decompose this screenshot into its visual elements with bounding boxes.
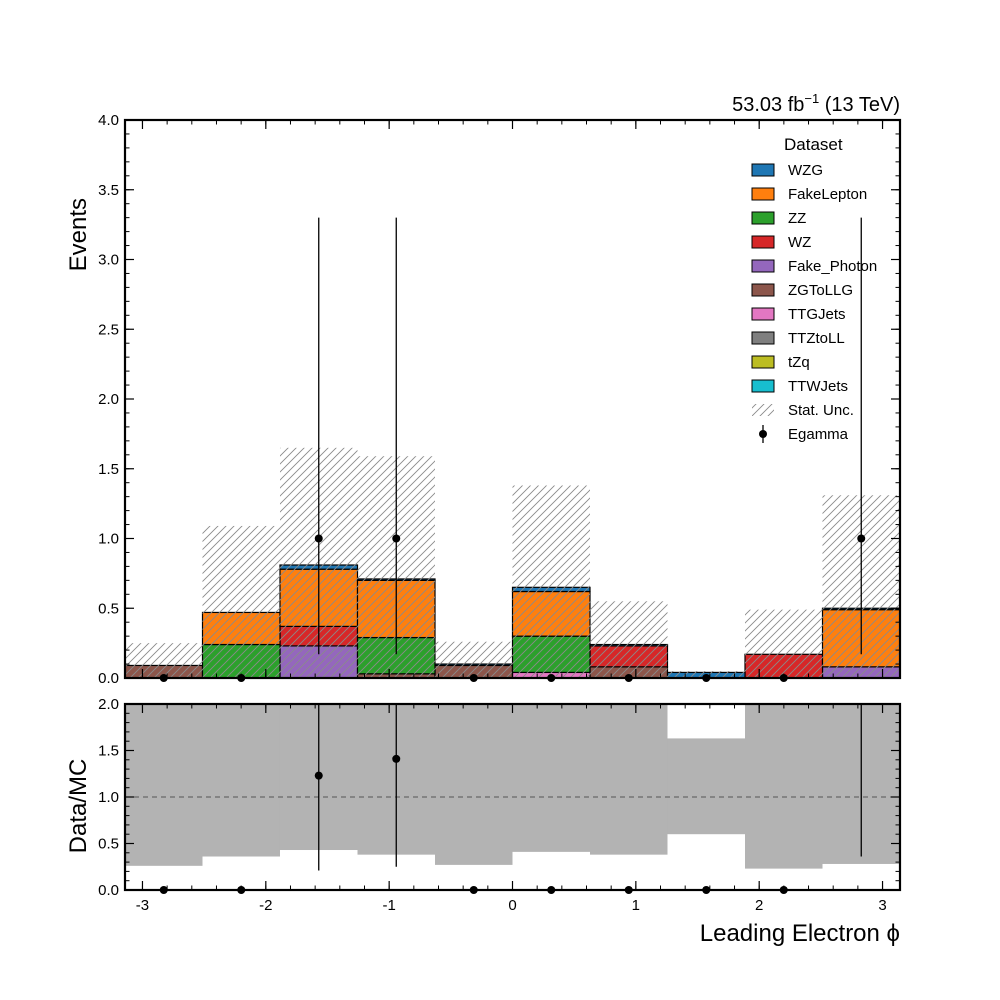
ratio-y-tick-label: 2.0: [98, 696, 119, 713]
y-axis-title-ratio: Data/MC: [65, 759, 92, 854]
legend-swatch-ttwjets: [751, 379, 775, 393]
ratio-unc-band-bin-4: [435, 704, 513, 865]
x-tick-label: 1: [632, 897, 640, 914]
legend-swatch-fake-photon: [751, 259, 775, 273]
data-point-bin-3: [392, 534, 401, 543]
data-point-bin-9: [857, 534, 866, 543]
legend-label-ttztoll: TTZtoLL: [788, 330, 845, 347]
legend-label-zz: ZZ: [788, 210, 806, 227]
legend-label-egamma: Egamma: [788, 426, 849, 443]
ratio-y-tick-label: 1.5: [98, 743, 119, 760]
legend-label-fake-photon: Fake_Photon: [788, 258, 877, 275]
legend-swatch-wz: [751, 235, 775, 249]
legend-label-zgtollg: ZGToLLG: [788, 282, 853, 299]
main-y-tick-label: 3.5: [98, 182, 119, 199]
legend-swatch-zgtollg: [751, 283, 775, 297]
ratio-unc-band-bin-7: [667, 738, 746, 835]
legend-label-ttgjets: TTGJets: [788, 306, 846, 323]
x-tick-label: 0: [508, 897, 516, 914]
main-y-tick-label: 2.5: [98, 321, 119, 338]
data-point-bin-2: [314, 534, 323, 543]
legend-swatch-stat-unc: [752, 404, 774, 416]
stat-unc-band-bin-0: [125, 643, 203, 678]
legend-label-tzq: tZq: [788, 354, 810, 371]
ratio-y-tick-label: 1.0: [98, 789, 119, 806]
ratio-unc-band-bin-0: [125, 704, 203, 866]
legend-label-wzg: WZG: [788, 162, 823, 179]
x-tick-label: -3: [136, 897, 149, 914]
stat-unc-band-bin-4: [435, 641, 513, 678]
main-y-tick-label: 0.5: [98, 600, 119, 617]
x-axis-title: Leading Electron ϕ: [700, 920, 900, 947]
stat-unc-band-bin-5: [512, 485, 590, 678]
legend-swatch-fakelepton: [751, 187, 775, 201]
legend-swatch-zz: [751, 211, 775, 225]
luminosity-label: 53.03 fb−1 (13 TeV): [732, 91, 900, 116]
ratio-y-tick-label: 0.0: [98, 882, 119, 899]
stat-unc-band-bin-1: [202, 525, 280, 678]
ratio-unc-band-bin-1: [202, 704, 280, 857]
main-y-tick-label: 2.0: [98, 391, 119, 408]
main-y-tick-label: 1.0: [98, 531, 119, 548]
ratio-unc-band-bin-8: [745, 704, 823, 869]
y-axis-title-main: Events: [65, 198, 92, 271]
x-tick-label: 3: [878, 897, 886, 914]
main-y-tick-label: 0.0: [98, 670, 119, 687]
legend-swatch-ttztoll: [751, 331, 775, 345]
main-y-tick-label: 3.0: [98, 252, 119, 269]
main-y-tick-label: 1.5: [98, 461, 119, 478]
ratio-unc-band-bin-5: [512, 704, 590, 852]
legend-marker-egamma: [759, 430, 767, 438]
legend-title: Dataset: [784, 135, 843, 154]
legend-label-ttwjets: TTWJets: [788, 378, 848, 395]
legend-swatch-ttgjets: [751, 307, 775, 321]
ratio-point-bin-3: [392, 754, 401, 763]
x-tick-label: 2: [755, 897, 763, 914]
legend: Dataset WZG FakeLepton ZZ WZ Fake_Photon ZGToL…: [751, 135, 877, 443]
x-tick-label: -2: [259, 897, 272, 914]
ratio-point-bin-2: [314, 771, 323, 780]
legend-swatch-tzq: [751, 355, 775, 369]
stat-unc-band-bin-8: [745, 609, 823, 678]
ratio-y-tick-label: 0.5: [98, 836, 119, 853]
main-y-tick-label: 4.0: [98, 112, 119, 129]
x-tick-label: -1: [382, 897, 395, 914]
legend-label-fakelepton: FakeLepton: [788, 186, 867, 203]
legend-label-wz: WZ: [788, 234, 811, 251]
ratio-unc-band-bin-6: [589, 704, 668, 855]
legend-swatch-wzg: [751, 163, 775, 177]
stat-unc-band-bin-6: [589, 601, 668, 678]
legend-label-stat-unc: Stat. Unc.: [788, 402, 854, 419]
